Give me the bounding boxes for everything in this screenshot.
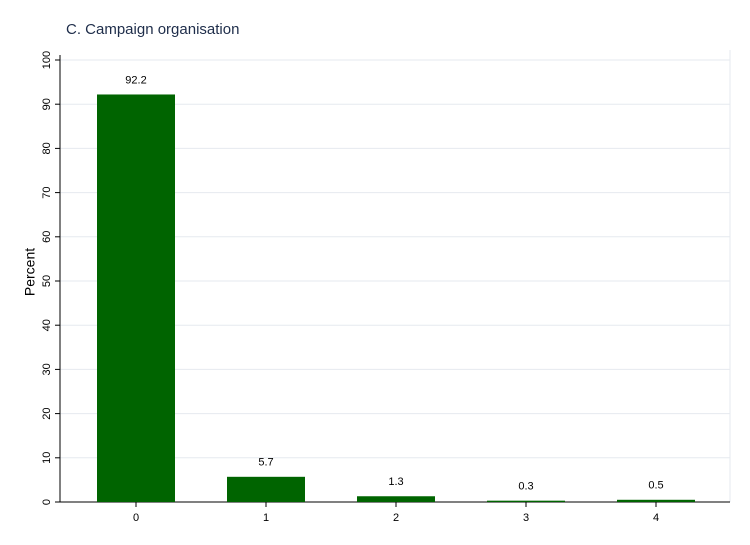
bar — [617, 499, 695, 502]
y-axis-label: Percent — [22, 248, 38, 296]
value-label: 5.7 — [258, 457, 273, 469]
bar — [487, 500, 565, 502]
y-tick-label: 80 — [41, 142, 53, 154]
y-tick-label: 60 — [41, 231, 53, 243]
y-tick-label: 10 — [41, 452, 53, 464]
bar — [357, 496, 435, 502]
x-tick-label: 4 — [653, 512, 659, 524]
y-tick-label: 30 — [41, 363, 53, 375]
y-tick-label: 20 — [41, 407, 53, 419]
value-label: 1.3 — [388, 476, 403, 488]
y-tick-label: 50 — [41, 275, 53, 287]
y-tick-label: 70 — [41, 186, 53, 198]
x-tick-label: 3 — [523, 512, 529, 524]
y-tick-label: 40 — [41, 319, 53, 331]
value-label: 92.2 — [125, 74, 146, 86]
x-tick-label: 0 — [133, 512, 139, 524]
y-tick-label: 100 — [41, 51, 53, 69]
value-label: 0.5 — [648, 480, 663, 492]
bar — [227, 476, 305, 502]
bar — [97, 94, 175, 502]
value-label: 0.3 — [518, 481, 533, 493]
y-tick-label: 0 — [41, 499, 53, 505]
y-tick-label: 90 — [41, 98, 53, 110]
chart-title: C. Campaign organisation — [66, 21, 239, 38]
x-tick-label: 2 — [393, 512, 399, 524]
x-tick-label: 1 — [263, 512, 269, 524]
